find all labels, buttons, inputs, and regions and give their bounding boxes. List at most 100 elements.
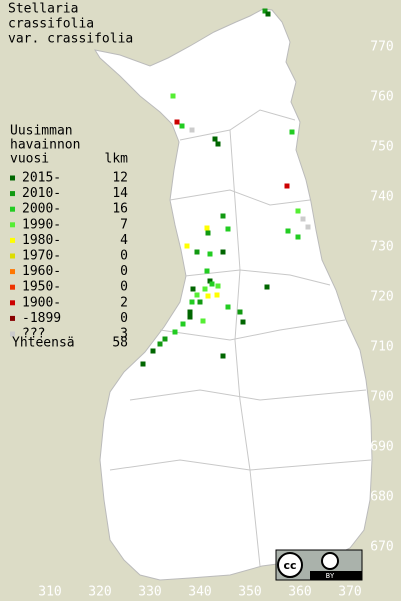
occurrence xyxy=(179,123,185,129)
legend-swatch xyxy=(10,269,15,275)
occurrence xyxy=(237,309,243,315)
occurrence xyxy=(174,119,180,125)
legend-swatch xyxy=(10,315,15,321)
occurrence xyxy=(202,286,208,292)
total: 58 xyxy=(112,336,128,351)
license-badge: cc BY xyxy=(275,549,363,581)
occurrence xyxy=(187,314,193,320)
y-tick-label: 680 xyxy=(370,490,393,505)
legend-count: 2 xyxy=(120,295,128,310)
title: crassifolia xyxy=(8,17,94,32)
occurrence xyxy=(295,208,301,214)
legend-count: 0 xyxy=(120,311,128,326)
legend-count: 16 xyxy=(112,202,128,217)
occurrence xyxy=(170,93,176,99)
legend-count: 7 xyxy=(120,217,128,232)
occurrence xyxy=(220,213,226,219)
legend-count: 0 xyxy=(120,280,128,295)
legend-count: 3 xyxy=(120,327,128,342)
occurrence xyxy=(240,319,246,325)
occurrence xyxy=(180,321,186,327)
occurrence xyxy=(220,249,226,255)
occurrence xyxy=(205,230,211,236)
count-header: lkm xyxy=(105,152,129,167)
occurrence xyxy=(265,11,271,17)
y-tick-label: 750 xyxy=(370,140,393,155)
legend-label: 2000- xyxy=(22,202,61,217)
occurrence xyxy=(215,283,221,289)
occurrence xyxy=(295,234,301,240)
total-label: Yhteensä xyxy=(12,336,75,351)
occurrence xyxy=(214,292,220,298)
legend-label: ??? xyxy=(22,327,45,342)
legend-label: -1899 xyxy=(22,311,61,326)
occurrence xyxy=(194,249,200,255)
x-tick-label: 360 xyxy=(288,585,311,600)
legend-count: 4 xyxy=(120,233,128,248)
legend-swatch xyxy=(10,237,15,243)
legend-label: 2010- xyxy=(22,186,61,201)
occurrence xyxy=(204,225,210,231)
occurrence xyxy=(172,329,178,335)
legend-swatch xyxy=(10,222,15,228)
occurrence xyxy=(162,336,168,342)
legend-label: 1950- xyxy=(22,280,61,295)
occurrence xyxy=(285,228,291,234)
occurrence xyxy=(305,224,311,230)
occurrence xyxy=(194,292,200,298)
y-tick-label: 730 xyxy=(370,240,393,255)
occurrence xyxy=(300,216,306,222)
legend-label: 1960- xyxy=(22,264,61,279)
country-outline xyxy=(93,8,373,581)
cc-icon xyxy=(277,552,303,578)
legend-label: 1990- xyxy=(22,217,61,232)
y-tick-label: 740 xyxy=(370,190,393,205)
occurrence xyxy=(200,318,206,324)
occurrence xyxy=(205,293,211,299)
occurrence xyxy=(215,141,221,147)
x-tick-label: 320 xyxy=(88,585,111,600)
occurrence xyxy=(190,286,196,292)
x-tick-label: 330 xyxy=(138,585,161,600)
occurrence xyxy=(289,129,295,135)
y-tick-label: 710 xyxy=(370,340,393,355)
legend-swatch xyxy=(10,191,15,197)
by-icon xyxy=(321,552,339,570)
legend-label: 1980- xyxy=(22,233,61,248)
title: Stellaria xyxy=(8,2,78,17)
legend-label: 1970- xyxy=(22,249,61,264)
legend-label: 2015- xyxy=(22,171,61,186)
occurrence xyxy=(220,353,226,359)
by-text: BY xyxy=(326,572,335,580)
occurrence xyxy=(225,226,231,232)
occurrence xyxy=(140,361,146,367)
occurrence xyxy=(157,341,163,347)
x-tick-label: 350 xyxy=(238,585,261,600)
legend-swatch xyxy=(10,253,15,259)
legend-swatch xyxy=(10,284,15,290)
legend-swatch xyxy=(10,331,15,337)
x-tick-label: 370 xyxy=(338,585,361,600)
legend-count: 0 xyxy=(120,264,128,279)
y-tick-label: 770 xyxy=(370,40,393,55)
y-tick-label: 760 xyxy=(370,90,393,105)
legend-title: Uusimman xyxy=(10,124,73,139)
y-tick-label: 700 xyxy=(370,390,393,405)
occurrence xyxy=(189,299,195,305)
legend-swatch xyxy=(10,206,15,212)
legend-label: 1900- xyxy=(22,295,61,310)
badge-strip xyxy=(310,571,362,580)
x-tick-label: 310 xyxy=(38,585,61,600)
occurrence xyxy=(150,348,156,354)
occurrence xyxy=(187,309,193,315)
occurrence xyxy=(207,278,213,284)
cc-text: cc xyxy=(283,559,296,572)
y-tick-label: 690 xyxy=(370,440,393,455)
legend-title: vuosi xyxy=(10,152,49,167)
occurrence xyxy=(189,127,195,133)
x-tick-label: 340 xyxy=(188,585,211,600)
occurrence xyxy=(225,304,231,310)
legend-swatch xyxy=(10,175,15,181)
occurrence xyxy=(197,299,203,305)
